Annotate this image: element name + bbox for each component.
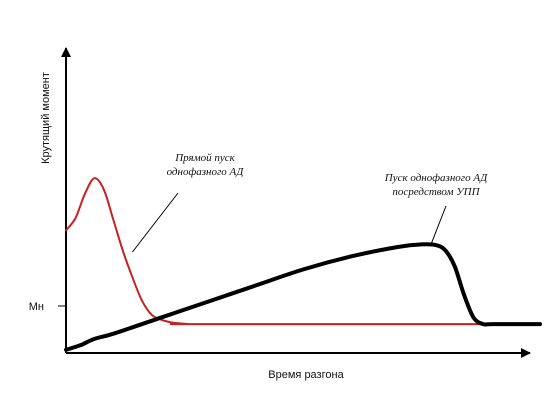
series-line-direct-start xyxy=(65,177,541,326)
annotation-leader-line xyxy=(131,192,179,253)
annotation-leader-line xyxy=(430,205,447,245)
y-axis-label: Крутящий момент xyxy=(40,72,52,164)
series-line-soft-start xyxy=(64,242,542,352)
annotation-text: Прямой пуск xyxy=(174,152,235,164)
annotation-text: однофазного АД xyxy=(167,166,245,178)
x-axis-label: Время разгона xyxy=(268,369,344,381)
series-group xyxy=(64,177,542,352)
annotation: Прямой пуск однофазного АД xyxy=(131,152,245,253)
annotation: Пуск однофазного АД посредством УПП xyxy=(384,172,488,245)
y-tick-label: Мн xyxy=(29,301,44,313)
annotations-group: Прямой пуск однофазного АД Пуск однофазног… xyxy=(131,152,488,253)
annotation-text: посредством УПП xyxy=(392,186,480,198)
annotation-text: Пуск однофазного АД xyxy=(384,172,488,184)
y-ticks: Мн xyxy=(29,301,66,313)
